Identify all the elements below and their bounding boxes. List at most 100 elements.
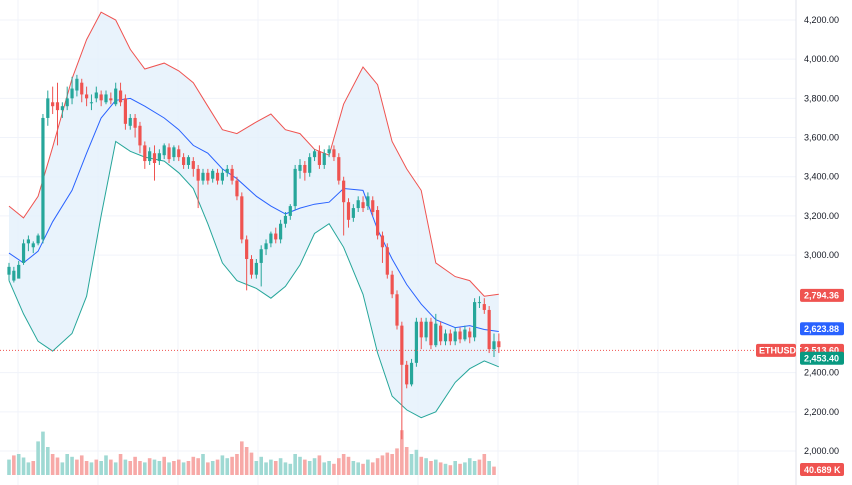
candle-body bbox=[327, 149, 331, 154]
volume-bar bbox=[152, 459, 157, 475]
volume-bar bbox=[477, 459, 482, 475]
volume-bar bbox=[269, 459, 273, 475]
volume-bar bbox=[293, 454, 297, 475]
candle-body bbox=[167, 147, 171, 160]
candle-body bbox=[288, 206, 292, 216]
volume-bar bbox=[220, 455, 225, 475]
volume-bar bbox=[133, 456, 137, 475]
candle-body bbox=[346, 202, 351, 220]
candle-body bbox=[366, 196, 370, 207]
volume-bar bbox=[75, 459, 79, 475]
candle-body bbox=[283, 215, 288, 224]
candle-body bbox=[409, 362, 414, 385]
candle-body bbox=[332, 149, 336, 158]
candle-body bbox=[308, 157, 312, 173]
volume-bar bbox=[60, 462, 65, 475]
volume-bar bbox=[288, 463, 293, 475]
volume-bar bbox=[7, 459, 11, 475]
volume-bar bbox=[55, 457, 60, 475]
candle-body bbox=[448, 333, 452, 342]
volume-bar bbox=[109, 459, 113, 475]
volume-bar bbox=[186, 461, 191, 475]
candle-body bbox=[206, 172, 210, 181]
candle-body bbox=[361, 202, 365, 209]
volume-bar bbox=[298, 456, 302, 475]
candle-body bbox=[390, 274, 394, 295]
y-tick-label: 2,200.00 bbox=[804, 407, 839, 417]
candle-body bbox=[143, 145, 147, 162]
candle-body bbox=[31, 243, 35, 248]
candle-body bbox=[322, 153, 326, 165]
candle-body bbox=[186, 157, 191, 165]
volume-bar bbox=[215, 459, 220, 475]
candle-body bbox=[196, 168, 200, 181]
candle-body bbox=[138, 125, 142, 146]
y-tick-label: 3,200.00 bbox=[804, 211, 839, 221]
upper-band-price-label-bg bbox=[800, 288, 844, 302]
volume-bar bbox=[472, 461, 477, 475]
volume-bar bbox=[375, 458, 380, 475]
volume-bar bbox=[254, 461, 259, 475]
candle-body bbox=[182, 157, 186, 165]
volume-bar bbox=[181, 462, 186, 475]
volume-bar bbox=[70, 456, 74, 475]
candle-body bbox=[274, 233, 278, 240]
candle-body bbox=[298, 164, 302, 171]
volume-bar bbox=[307, 461, 312, 475]
bollinger-lower-line bbox=[8, 140, 499, 419]
candle-body bbox=[414, 321, 418, 363]
volume-bar bbox=[172, 461, 176, 475]
last-price-label: 2,513.60 bbox=[804, 345, 839, 355]
volume-bar bbox=[46, 447, 50, 475]
volume-bar bbox=[89, 462, 94, 475]
candle-body bbox=[492, 341, 496, 350]
volume-bar bbox=[351, 461, 356, 475]
volume-bar bbox=[303, 459, 307, 475]
candle-body bbox=[259, 249, 263, 263]
candle-body bbox=[85, 94, 89, 99]
candle-body bbox=[152, 153, 157, 164]
candle-body bbox=[385, 247, 389, 275]
volume-bar bbox=[206, 462, 210, 475]
candle-body bbox=[109, 98, 113, 101]
volume-bar bbox=[210, 461, 215, 475]
volume-bar bbox=[487, 461, 491, 475]
candle-body bbox=[254, 262, 258, 275]
candle-body bbox=[118, 90, 123, 103]
y-tick-label: 3,600.00 bbox=[804, 133, 839, 143]
candle-body bbox=[60, 106, 64, 111]
candle-body bbox=[7, 266, 11, 275]
volume-bar bbox=[264, 462, 268, 475]
volume-bar bbox=[113, 462, 118, 475]
volume-bar bbox=[429, 461, 433, 475]
volume-bar bbox=[225, 458, 230, 475]
candle-body bbox=[419, 321, 423, 338]
candle-body bbox=[468, 331, 472, 338]
candle-body bbox=[337, 157, 341, 181]
candle-body bbox=[80, 82, 84, 95]
candle-body bbox=[240, 196, 244, 240]
volume-bar bbox=[94, 459, 99, 475]
upper-band-price-label: 2,794.36 bbox=[804, 290, 839, 300]
candle-body bbox=[51, 102, 55, 107]
candle-body bbox=[342, 180, 346, 203]
candle-body bbox=[55, 102, 60, 111]
volume-bar bbox=[492, 466, 496, 475]
candle-body bbox=[148, 151, 152, 162]
volume-bar bbox=[176, 459, 181, 475]
candle-body bbox=[17, 264, 21, 279]
candle-body bbox=[21, 243, 26, 263]
volume-bar bbox=[283, 462, 288, 475]
candle-body bbox=[380, 235, 385, 248]
volume-bar bbox=[118, 454, 123, 475]
candle-body bbox=[439, 325, 443, 342]
candle-body bbox=[172, 147, 176, 158]
volume-bar bbox=[424, 458, 428, 475]
volume-bar bbox=[138, 461, 142, 475]
volume-bar bbox=[259, 456, 263, 475]
candle-body bbox=[371, 200, 375, 212]
volume-bar bbox=[16, 454, 21, 475]
candle-body bbox=[235, 180, 239, 197]
